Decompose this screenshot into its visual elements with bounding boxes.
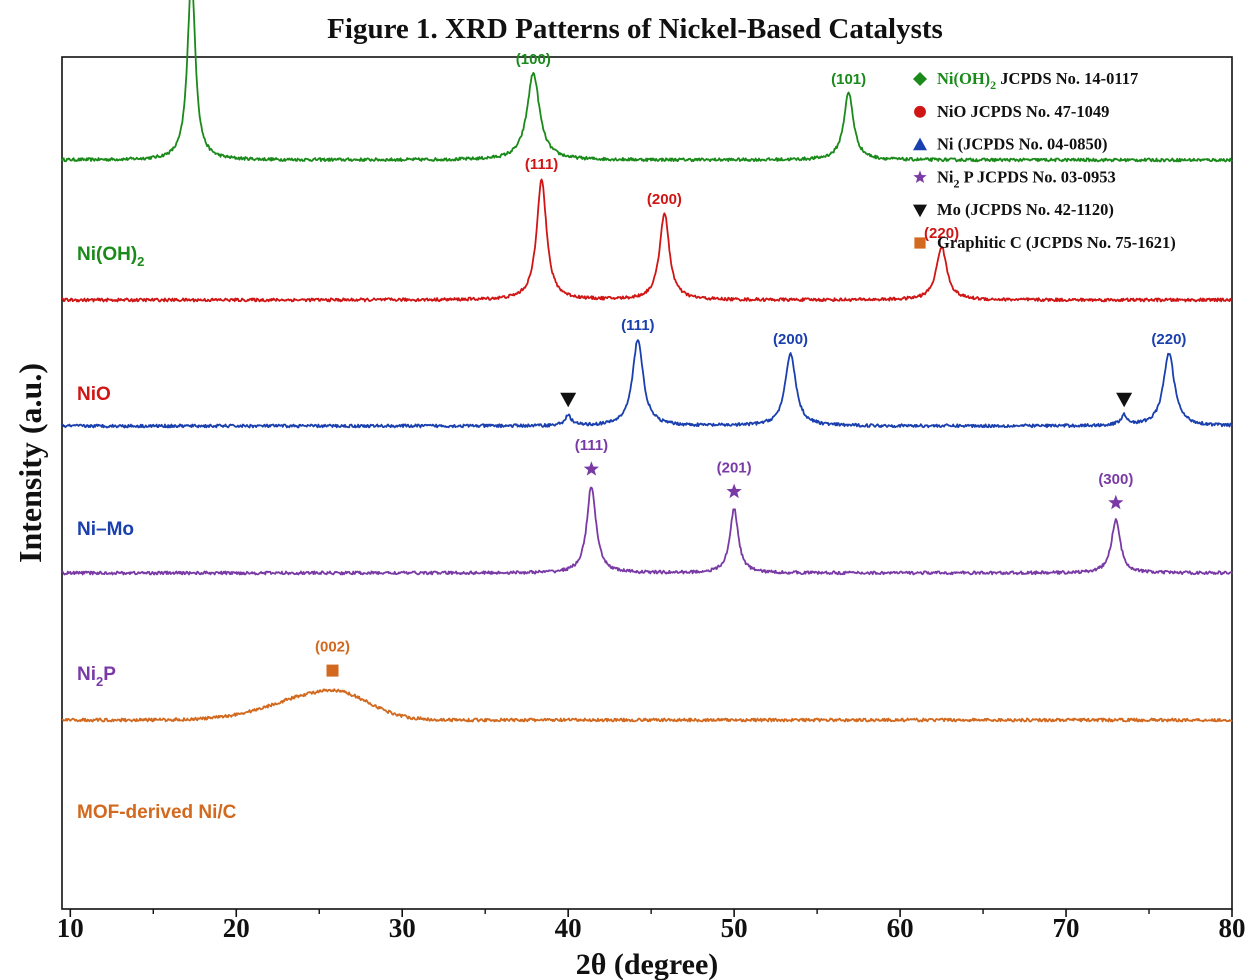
legend-square-icon xyxy=(914,237,926,249)
legend-label: NiO JCPDS No. 47-1049 xyxy=(937,102,1109,121)
series-line xyxy=(61,178,1233,303)
peak-label: (200) xyxy=(773,331,808,348)
legend-label: Graphitic C (JCPDS No. 75-1621) xyxy=(937,233,1176,252)
legend-item: Mo (JCPDS No. 42-1120) xyxy=(913,200,1114,219)
peak-label: (300) xyxy=(1098,471,1133,488)
legend-triangle-down-icon xyxy=(913,204,927,218)
x-tick-label: 40 xyxy=(555,913,582,943)
peak-label: (200) xyxy=(647,191,682,208)
peak-label: (111) xyxy=(575,437,608,454)
peak-label: (101) xyxy=(831,71,866,88)
x-tick-label: 50 xyxy=(721,913,748,943)
peak-marker-icon xyxy=(1116,392,1133,408)
legend-item: Graphitic C (JCPDS No. 75-1621) xyxy=(914,233,1176,252)
series-line xyxy=(61,486,1233,576)
peak-marker-icon xyxy=(560,392,577,408)
series-line xyxy=(61,0,1233,163)
chart-title: Figure 1. XRD Patterns of Nickel-Based C… xyxy=(327,13,943,45)
x-tick-label: 30 xyxy=(389,913,416,943)
legend-circle-icon xyxy=(914,105,926,118)
legend-diamond-icon xyxy=(913,72,927,86)
series-2: Ni–Mo (111) (200) (220) xyxy=(61,317,1233,540)
x-tick-label: 60 xyxy=(887,913,914,943)
legend-item: NiO JCPDS No. 47-1049 xyxy=(914,102,1109,121)
legend-item: Ni(OH)2 JCPDS No. 14-0117 xyxy=(913,69,1138,92)
legend-label: Mo (JCPDS No. 42-1120) xyxy=(937,200,1114,219)
x-axis: 10 20 30 40 50 60 70 80 xyxy=(57,909,1246,943)
x-tick-label: 70 xyxy=(1053,913,1080,943)
peak-marker-icon xyxy=(326,664,339,677)
legend-star-icon xyxy=(913,170,927,184)
legend-triangle-up-icon xyxy=(913,137,927,151)
peak-label: (220) xyxy=(924,225,959,242)
legend-item: Ni2 P JCPDS No. 03-0953 xyxy=(913,167,1116,190)
series-3: Ni2P (111) (201) (300) xyxy=(61,437,1233,689)
series-0: Ni(OH)2(001)(100)(101) xyxy=(61,0,1233,269)
legend-item: Ni (JCPDS No. 04-0850) xyxy=(913,135,1108,154)
legend-label: Ni(OH)2 JCPDS No. 14-0117 xyxy=(937,69,1138,92)
series-1: NiO (111) (200) (220) xyxy=(61,156,1233,405)
series-4: MOF-derived Ni/C (002) xyxy=(61,639,1233,823)
peak-label: (002) xyxy=(315,639,350,656)
x-tick-label: 20 xyxy=(223,913,250,943)
peak-marker-icon xyxy=(583,461,600,476)
legend-label: Ni2 P JCPDS No. 03-0953 xyxy=(937,167,1116,190)
series-label: Ni(OH)2 xyxy=(77,244,144,269)
x-tick-label: 80 xyxy=(1219,913,1246,943)
peak-label: (111) xyxy=(621,317,654,334)
plot-frame xyxy=(61,56,1233,910)
series-line xyxy=(61,688,1233,723)
series-line xyxy=(61,339,1233,429)
peak-marker-icon xyxy=(1108,494,1124,510)
peak-label: (220) xyxy=(1151,331,1186,348)
series-label: MOF-derived Ni/C xyxy=(77,802,237,823)
peak-label: (100) xyxy=(516,51,551,68)
series-label: Ni2P xyxy=(77,664,116,689)
series-layer: Ni(OH)2(001)(100)(101)NiO(111)(200)(220)… xyxy=(61,0,1233,823)
legend: Ni(OH)2 JCPDS No. 14-0117 NiO JCPDS No. 4… xyxy=(913,69,1176,252)
peak-label: (111) xyxy=(525,156,558,173)
y-axis-label: Intensity (a.u.) xyxy=(12,363,48,563)
x-axis-label: 2θ (degree) xyxy=(576,948,719,980)
peak-marker-icon xyxy=(726,483,742,499)
x-tick-label: 10 xyxy=(57,913,84,943)
series-label: Ni–Mo xyxy=(77,519,134,540)
legend-label: Ni (JCPDS No. 04-0850) xyxy=(937,135,1108,154)
series-label: NiO xyxy=(77,384,111,405)
peak-label: (201) xyxy=(717,460,752,477)
